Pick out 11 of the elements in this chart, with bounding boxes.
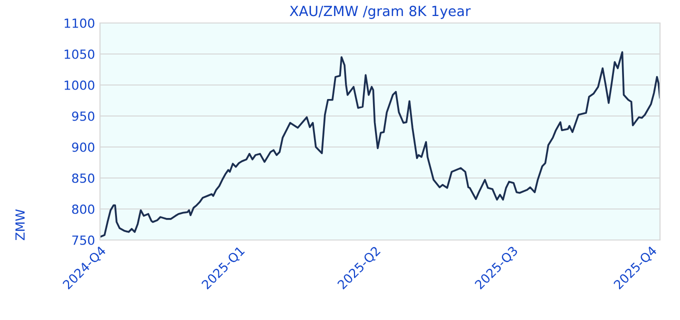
y-tick-label: 750 xyxy=(72,235,94,245)
y-tick-label: 1000 xyxy=(64,80,94,90)
y-tick-label: 950 xyxy=(72,111,94,121)
y-tick-label: 1050 xyxy=(64,49,94,59)
y-tick-label: 900 xyxy=(72,142,94,152)
line-series xyxy=(100,51,660,238)
y-tick-label: 850 xyxy=(72,173,94,183)
y-tick-label: 800 xyxy=(72,204,94,214)
chart-title: XAU/ZMW /gram 8K 1year xyxy=(290,6,471,19)
y-tick-label: 1100 xyxy=(64,18,94,28)
y-axis-title: ZMW xyxy=(15,209,25,240)
